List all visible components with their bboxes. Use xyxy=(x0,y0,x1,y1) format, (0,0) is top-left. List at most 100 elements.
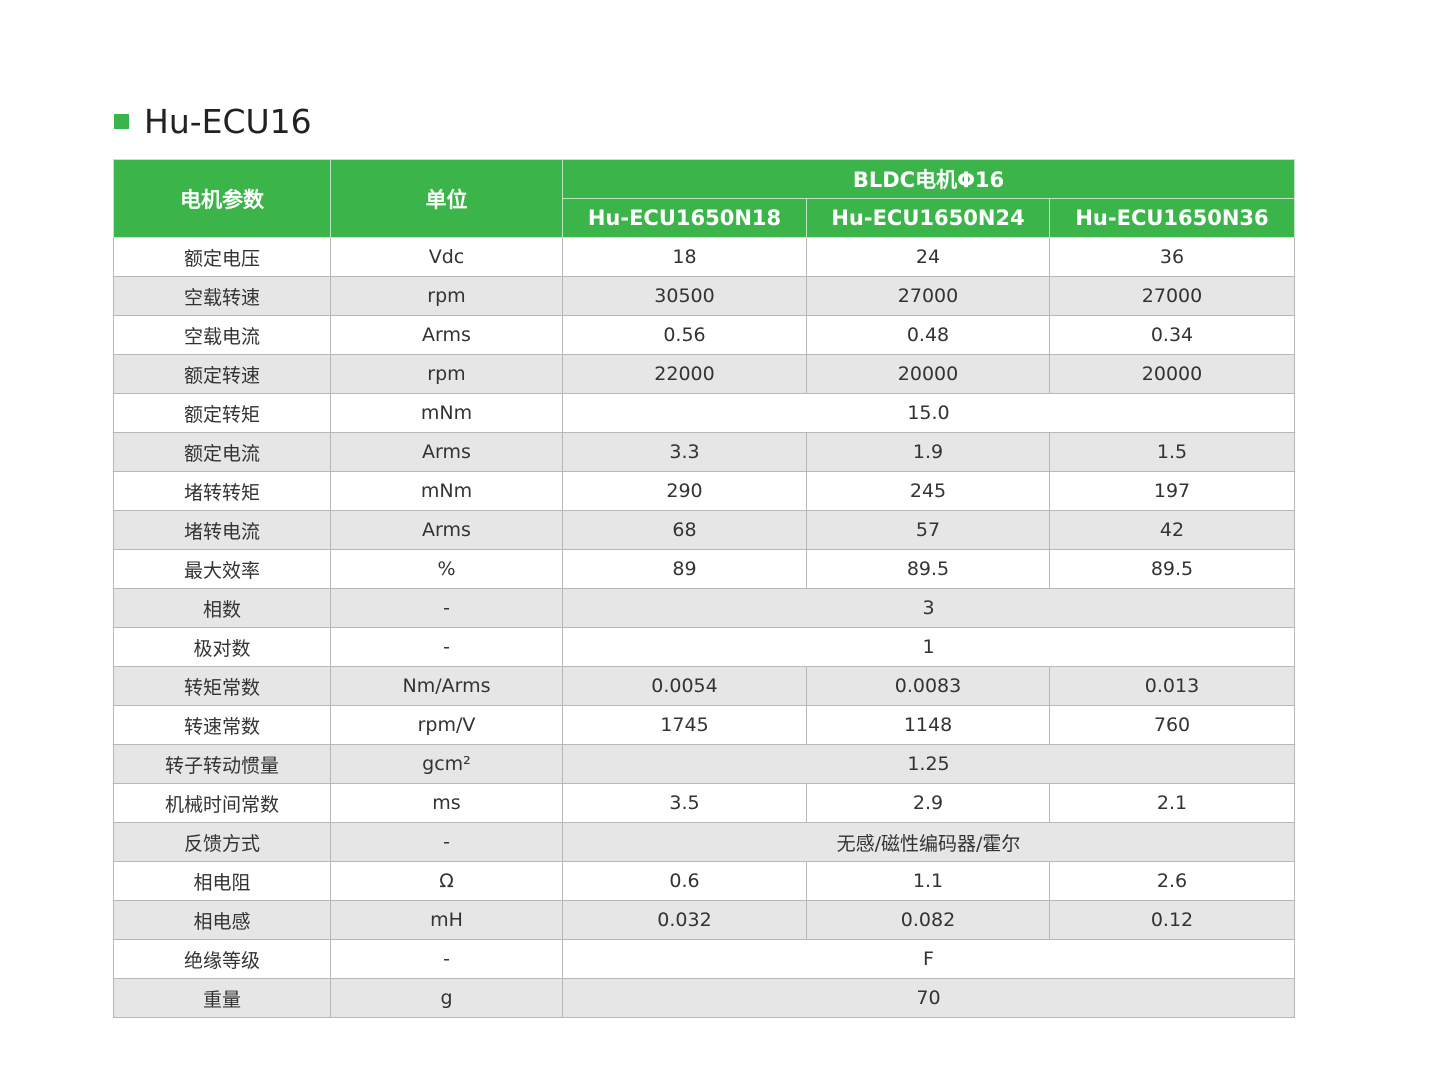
table-row: 额定转速 rpm 22000 20000 20000 xyxy=(113,354,1296,394)
model-header: Hu-ECU1650N24 xyxy=(806,198,1050,238)
param-name: 相数 xyxy=(113,588,331,628)
table-row: 反馈方式 - 无感/磁性编码器/霍尔 xyxy=(113,822,1296,862)
value-cell: 68 xyxy=(562,510,807,550)
param-name: 额定转矩 xyxy=(113,393,331,433)
group-header: BLDC电机Φ16 xyxy=(561,159,1296,199)
table-row: 最大效率% 89 89.5 89.5 xyxy=(113,549,1296,589)
table-row: 极对数 -1 xyxy=(113,627,1296,667)
table-row: 相数 -3 xyxy=(113,588,1296,628)
table-row: 额定转矩 mNm 15.0 xyxy=(113,393,1296,433)
value-cell: 0.032 xyxy=(562,900,807,940)
value-cell: 2.6 xyxy=(1048,861,1296,901)
value-cell: 1 xyxy=(561,627,1296,667)
value-cell: 57 xyxy=(806,510,1050,550)
value-cell: 20000 xyxy=(806,354,1050,394)
value-cell: 42 xyxy=(1048,510,1296,550)
param-name: 额定电流 xyxy=(113,432,331,472)
page-title: Hu-ECU16 xyxy=(144,101,312,141)
table-row: 机械时间常数 ms 3.5 2.9 2.1 xyxy=(113,783,1296,823)
unit: Arms xyxy=(330,510,563,550)
value-cell: 1.9 xyxy=(806,432,1050,472)
table-row: 相电感 mH 0.032 0.082 0.12 xyxy=(113,900,1296,940)
value-cell: 18 xyxy=(562,237,807,277)
param-name: 堵转电流 xyxy=(113,510,331,550)
param-name: 堵转转矩 xyxy=(113,471,331,511)
value-cell: 0.12 xyxy=(1048,900,1296,940)
param-name: 空载电流 xyxy=(113,315,331,355)
value-cell: 15.0 xyxy=(561,393,1296,433)
value-cell: 89.5 xyxy=(1048,549,1296,589)
param-name: 转矩常数 xyxy=(113,666,331,706)
unit: - xyxy=(330,627,563,667)
unit: - xyxy=(330,939,563,979)
value-cell: 1.25 xyxy=(561,744,1296,784)
table-row: 堵转电流 Arms 68 57 42 xyxy=(113,510,1296,550)
param-name: 空载转速 xyxy=(113,276,331,316)
model-header: Hu-ECU1650N18 xyxy=(562,198,807,238)
value-cell: 70 xyxy=(561,978,1296,1018)
param-name: 绝缘等级 xyxy=(113,939,331,979)
title-marker xyxy=(114,113,129,129)
unit: Nm/Arms xyxy=(330,666,563,706)
value-cell: 245 xyxy=(806,471,1050,511)
table-row: 相电阻 Ω 0.6 1.1 2.6 xyxy=(113,861,1296,901)
value-cell: 27000 xyxy=(1048,276,1296,316)
param-name: 最大效率 xyxy=(113,549,331,589)
param-name: 相电阻 xyxy=(113,861,331,901)
value-cell: 760 xyxy=(1048,705,1296,745)
value-cell: 27000 xyxy=(806,276,1050,316)
value-cell: 1.5 xyxy=(1048,432,1296,472)
unit: rpm xyxy=(330,276,563,316)
value-cell: 3 xyxy=(561,588,1296,628)
unit: Arms xyxy=(330,315,563,355)
value-cell: 22000 xyxy=(562,354,807,394)
param-name: 极对数 xyxy=(113,627,331,667)
unit: g xyxy=(330,978,563,1018)
title-block: Hu-ECU16 xyxy=(114,98,312,144)
value-cell: 3.5 xyxy=(562,783,807,823)
table-row: 绝缘等级 - F xyxy=(113,939,1296,979)
value-cell: F xyxy=(561,939,1296,979)
unit: gcm² xyxy=(330,744,563,784)
value-cell: 1.1 xyxy=(806,861,1050,901)
value-cell: 1148 xyxy=(806,705,1050,745)
header-cell: 单位 xyxy=(330,159,563,238)
value-cell: 0.56 xyxy=(562,315,807,355)
spec-table: 电机参数 单位 BLDC电机Φ16 Hu-ECU1650N18 Hu-ECU1650N… xyxy=(113,159,1296,1018)
value-cell: 0.0083 xyxy=(806,666,1050,706)
value-cell: 无感/磁性编码器/霍尔 xyxy=(561,822,1296,862)
param-name: 反馈方式 xyxy=(113,822,331,862)
param-name: 转速常数 xyxy=(113,705,331,745)
table-row: 转子转动惯量 gcm² 1.25 xyxy=(113,744,1296,784)
value-cell: 24 xyxy=(806,237,1050,277)
table-row: 重量 g 70 xyxy=(113,978,1296,1018)
value-cell: 0.082 xyxy=(806,900,1050,940)
unit: - xyxy=(330,822,563,862)
value-cell: 197 xyxy=(1048,471,1296,511)
unit: mH xyxy=(330,900,563,940)
value-cell: 89 xyxy=(562,549,807,589)
value-cell: 30500 xyxy=(562,276,807,316)
param-name: 相电感 xyxy=(113,900,331,940)
unit: Vdc xyxy=(330,237,563,277)
param-name: 重量 xyxy=(113,978,331,1018)
value-cell: 2.9 xyxy=(806,783,1050,823)
value-cell: 89.5 xyxy=(806,549,1050,589)
table-row: 堵转转矩 mNm 290 245 197 xyxy=(113,471,1296,511)
unit: mNm xyxy=(330,471,563,511)
unit: % xyxy=(330,549,563,589)
value-cell: 290 xyxy=(562,471,807,511)
value-cell: 3.3 xyxy=(562,432,807,472)
value-cell: 1745 xyxy=(562,705,807,745)
value-cell: 0.013 xyxy=(1048,666,1296,706)
unit: - xyxy=(330,588,563,628)
table-row: 空载电流 Arms 0.56 0.48 0.34 xyxy=(113,315,1296,355)
model-header: Hu-ECU1650N36 xyxy=(1048,198,1296,238)
unit: ms xyxy=(330,783,563,823)
param-name: 机械时间常数 xyxy=(113,783,331,823)
param-name: 转子转动惯量 xyxy=(113,744,331,784)
table-row: 空载转速 rpm 30500 27000 27000 xyxy=(113,276,1296,316)
unit: mNm xyxy=(330,393,563,433)
unit: rpm xyxy=(330,354,563,394)
